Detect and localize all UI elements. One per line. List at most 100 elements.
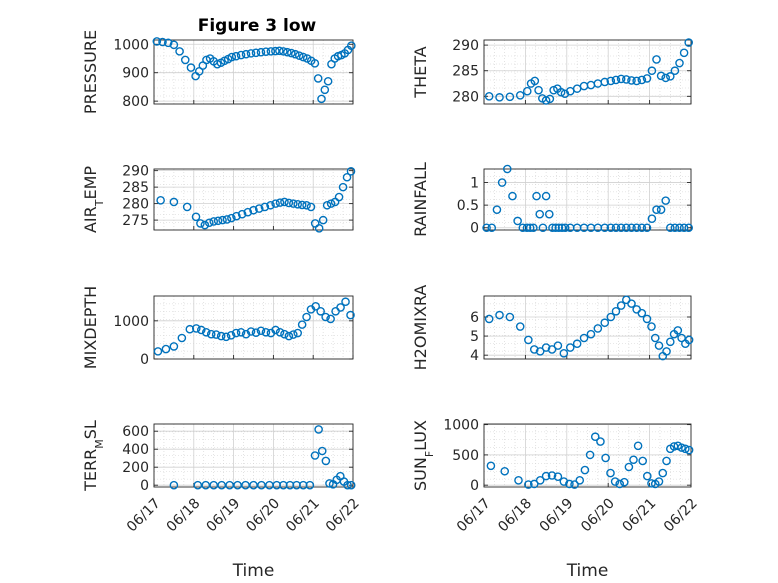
data-point bbox=[637, 308, 647, 318]
data-point bbox=[279, 47, 288, 56]
data-point bbox=[505, 92, 515, 102]
data-point bbox=[231, 328, 241, 338]
data-point bbox=[306, 202, 316, 212]
data-point bbox=[495, 310, 504, 320]
data-point bbox=[497, 178, 507, 187]
data-point bbox=[288, 199, 298, 208]
data-point bbox=[169, 197, 179, 207]
data-point bbox=[654, 341, 664, 350]
y-tick-label: 1000 bbox=[113, 314, 149, 330]
data-point bbox=[661, 196, 671, 205]
data-point bbox=[153, 347, 163, 356]
axes-background bbox=[484, 40, 691, 104]
subplot-pressure: 800 900 1000 PRESSURE bbox=[81, 30, 356, 114]
data-point bbox=[288, 330, 298, 339]
data-point bbox=[311, 302, 320, 311]
y-tick-label: 290 bbox=[452, 38, 479, 54]
data-point bbox=[177, 333, 187, 343]
data-point bbox=[261, 327, 271, 337]
series-points bbox=[152, 37, 356, 104]
data-point bbox=[275, 198, 285, 207]
data-point bbox=[670, 66, 680, 76]
data-point bbox=[515, 90, 525, 100]
y-tick-label: 0 bbox=[470, 221, 479, 237]
data-point bbox=[570, 480, 579, 489]
data-point bbox=[209, 217, 218, 226]
data-point bbox=[221, 332, 231, 342]
data-point bbox=[217, 480, 226, 490]
y-tick-label: 285 bbox=[452, 64, 479, 80]
x-tick-label: 06/18 bbox=[495, 495, 535, 535]
figure-title: Figure 3 low bbox=[198, 16, 317, 36]
y-tick-label: 1000 bbox=[443, 418, 479, 434]
y-tick-label: 280 bbox=[452, 89, 479, 105]
data-point bbox=[495, 93, 504, 102]
data-point bbox=[684, 445, 694, 455]
data-point bbox=[611, 223, 621, 233]
data-point bbox=[191, 324, 201, 333]
data-point bbox=[629, 455, 638, 465]
data-point bbox=[627, 76, 636, 85]
data-point bbox=[627, 223, 636, 233]
data-point bbox=[553, 341, 563, 350]
data-point bbox=[227, 213, 236, 223]
data-point bbox=[606, 223, 616, 233]
data-point bbox=[334, 192, 344, 202]
data-point bbox=[314, 425, 323, 434]
data-point bbox=[585, 450, 595, 460]
x-axis-label: Time bbox=[232, 561, 275, 581]
x-tick-label: 06/22 bbox=[323, 495, 363, 535]
data-point bbox=[547, 471, 557, 480]
data-point bbox=[666, 72, 675, 81]
data-point bbox=[298, 52, 308, 62]
y-tick-label: 400 bbox=[122, 442, 149, 458]
data-point bbox=[302, 312, 311, 322]
series-points bbox=[156, 167, 356, 233]
data-point bbox=[647, 214, 657, 224]
data-point bbox=[522, 86, 532, 96]
data-point bbox=[557, 223, 567, 233]
data-point bbox=[313, 74, 323, 83]
data-point bbox=[601, 453, 610, 463]
data-point bbox=[684, 223, 694, 233]
data-point bbox=[275, 46, 284, 56]
data-point bbox=[553, 472, 563, 482]
data-point bbox=[338, 182, 348, 192]
axes-frame bbox=[483, 423, 692, 488]
data-point bbox=[249, 480, 258, 490]
data-point bbox=[656, 205, 666, 214]
data-point bbox=[237, 209, 247, 219]
subplot-sun: 0 500 1000 06/17 06/18 06/19 06/20 06/21 06/22 SU… bbox=[411, 418, 701, 581]
data-point bbox=[616, 74, 626, 84]
data-point bbox=[152, 37, 162, 46]
data-point bbox=[606, 76, 616, 86]
data-point bbox=[637, 223, 647, 233]
x-tick-label: 06/21 bbox=[283, 495, 323, 535]
data-point bbox=[661, 73, 671, 83]
data-point bbox=[325, 479, 334, 488]
data-point bbox=[254, 204, 264, 213]
data-point bbox=[522, 223, 532, 233]
data-point bbox=[600, 77, 610, 87]
y-axis-label: PRESSURE bbox=[81, 30, 100, 114]
data-point bbox=[305, 480, 315, 490]
data-point bbox=[502, 164, 512, 174]
y-tick-label: 500 bbox=[452, 448, 479, 464]
data-point bbox=[681, 444, 690, 454]
y-tick-label: 0 bbox=[140, 478, 149, 494]
data-point bbox=[231, 51, 241, 61]
data-point bbox=[266, 47, 276, 56]
data-point bbox=[293, 328, 303, 338]
y-axis-label: SUNFLUX bbox=[411, 420, 436, 491]
x-tick-label: 06/21 bbox=[620, 495, 660, 535]
data-point bbox=[346, 310, 355, 320]
data-point bbox=[575, 476, 585, 485]
data-point bbox=[322, 200, 332, 210]
data-point bbox=[547, 345, 557, 354]
data-point bbox=[524, 335, 533, 345]
y-tick-label: 280 bbox=[122, 197, 149, 213]
data-point bbox=[310, 59, 320, 68]
data-point bbox=[611, 306, 621, 316]
data-point bbox=[684, 335, 694, 345]
data-point bbox=[275, 327, 285, 337]
